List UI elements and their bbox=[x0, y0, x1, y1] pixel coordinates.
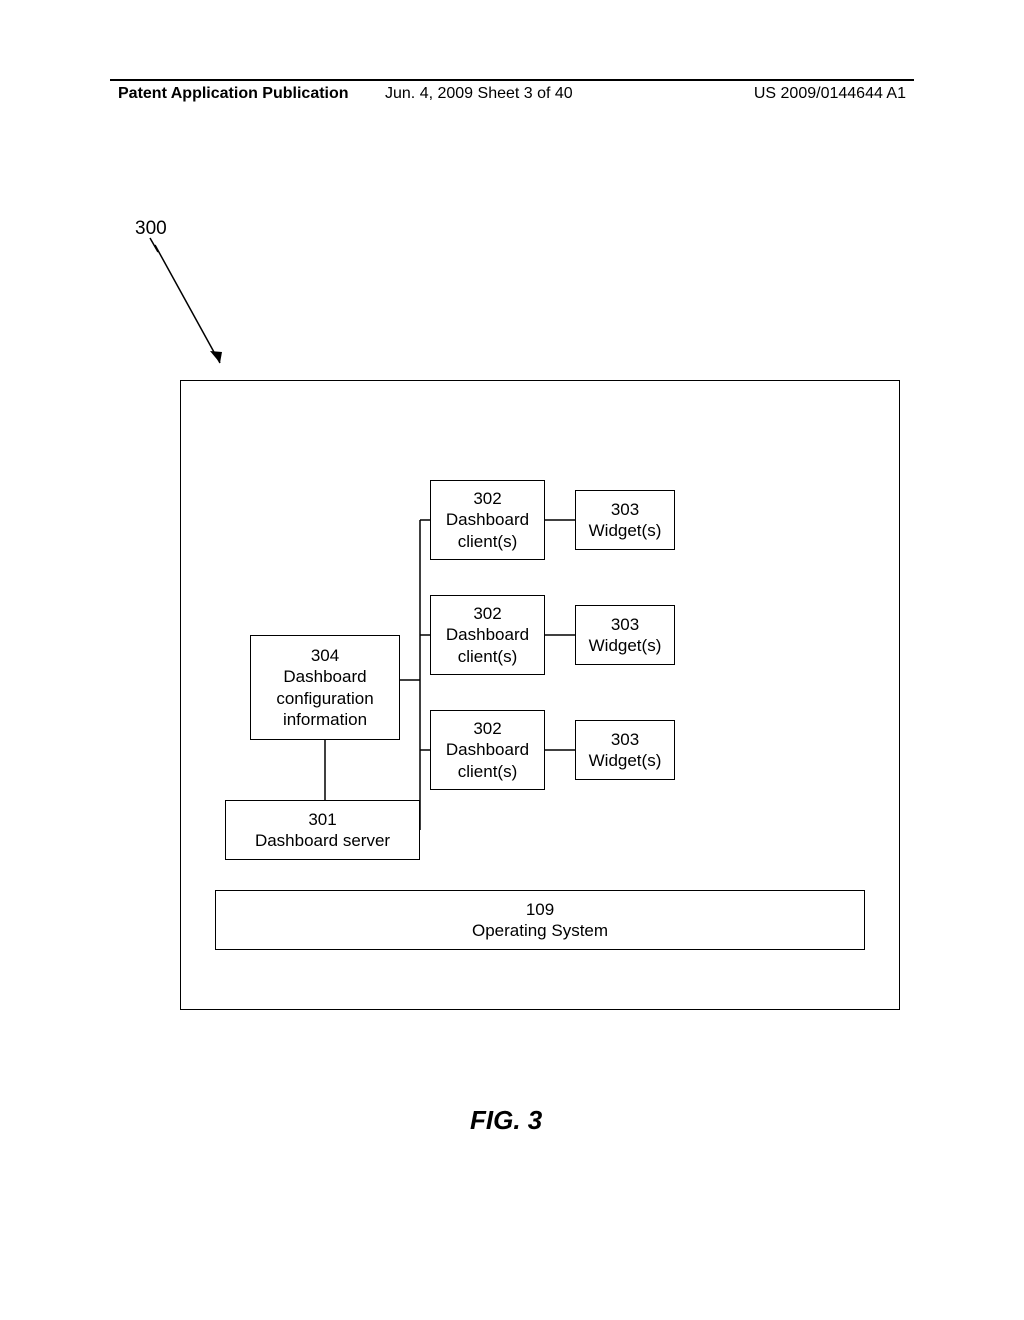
box-label: Dashboardclient(s) bbox=[446, 624, 529, 667]
box-os-109: 109 Operating System bbox=[215, 890, 865, 950]
box-num: 302 bbox=[473, 603, 501, 624]
figure-caption: FIG. 3 bbox=[470, 1105, 542, 1136]
box-num: 301 bbox=[308, 809, 336, 830]
box-client-302-b: 302 Dashboardclient(s) bbox=[430, 595, 545, 675]
box-label: Operating System bbox=[472, 920, 608, 941]
box-label: Widget(s) bbox=[589, 635, 662, 656]
box-config-304: 304 Dashboardconfigurationinformation bbox=[250, 635, 400, 740]
box-num: 109 bbox=[526, 899, 554, 920]
box-num: 303 bbox=[611, 614, 639, 635]
box-label: Dashboardclient(s) bbox=[446, 509, 529, 552]
box-label: Dashboardclient(s) bbox=[446, 739, 529, 782]
box-client-302-a: 302 Dashboardclient(s) bbox=[430, 480, 545, 560]
box-num: 302 bbox=[473, 718, 501, 739]
figure-diagram: 300 304 Dashboardconfigurationinformatio… bbox=[0, 0, 1024, 1320]
box-server-301: 301 Dashboard server bbox=[225, 800, 420, 860]
refnum-300: 300 bbox=[135, 218, 167, 240]
box-label: Widget(s) bbox=[589, 520, 662, 541]
box-num: 302 bbox=[473, 488, 501, 509]
box-num: 304 bbox=[311, 645, 339, 666]
box-num: 303 bbox=[611, 499, 639, 520]
box-label: Widget(s) bbox=[589, 750, 662, 771]
box-num: 303 bbox=[611, 729, 639, 750]
box-client-302-c: 302 Dashboardclient(s) bbox=[430, 710, 545, 790]
box-widget-303-c: 303 Widget(s) bbox=[575, 720, 675, 780]
box-label: Dashboardconfigurationinformation bbox=[276, 666, 373, 730]
box-label: Dashboard server bbox=[255, 830, 390, 851]
box-widget-303-a: 303 Widget(s) bbox=[575, 490, 675, 550]
box-widget-303-b: 303 Widget(s) bbox=[575, 605, 675, 665]
